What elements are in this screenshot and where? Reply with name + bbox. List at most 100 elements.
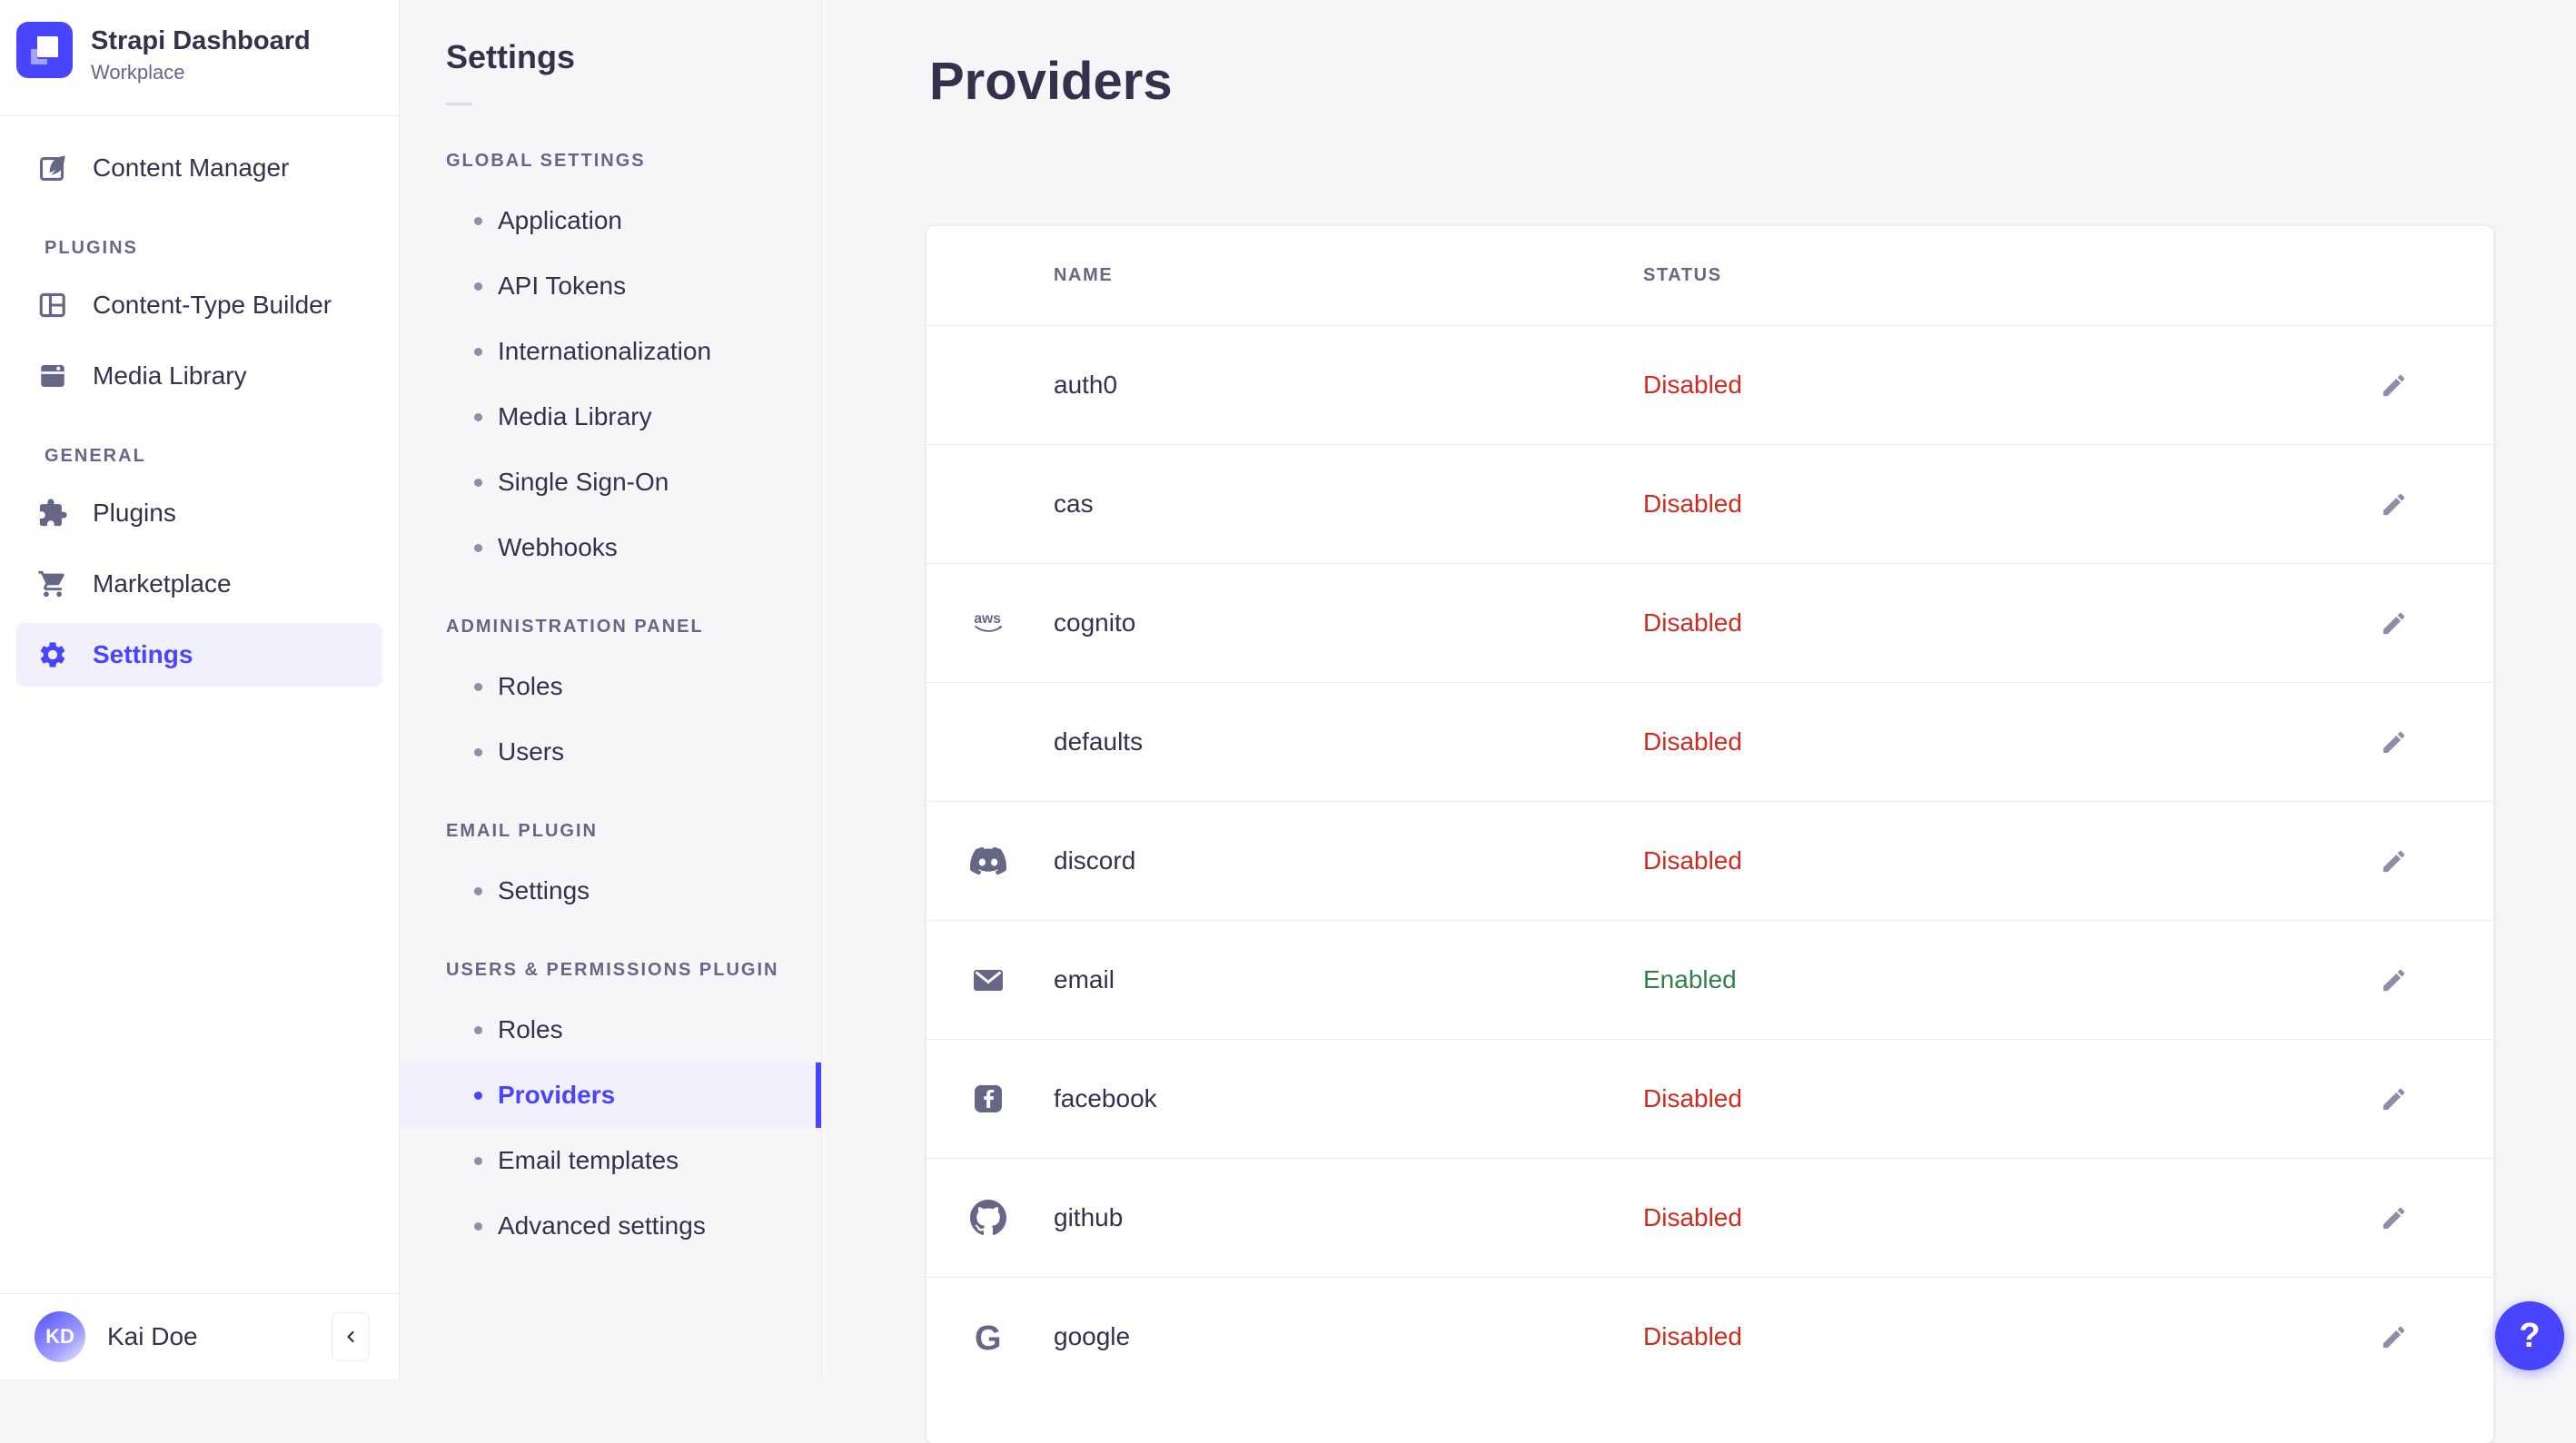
sidebar-item-settings[interactable]: Settings [16,623,382,687]
google-icon: G [970,1319,1006,1355]
subnav-section: EMAIL PLUGIN Settings [400,821,821,924]
pencil-icon [2380,371,2408,400]
provider-name: github [1054,1203,1643,1232]
sidebar-item-media-library[interactable]: Media Library [16,344,382,408]
subnav-item-label: Settings [498,876,590,905]
provider-edit-cell [2330,961,2457,1000]
provider-status: Disabled [1643,1322,2330,1351]
subnav-item-label: API Tokens [498,272,626,301]
edit-provider-button[interactable] [2374,842,2413,881]
subnav-item-label: Application [498,206,622,235]
pencil-icon [2380,966,2408,994]
subnav-item-label: Users [498,737,564,766]
subnav-item-advanced-settings[interactable]: Advanced settings [400,1193,821,1259]
subnav-item-roles[interactable]: Roles [400,997,821,1062]
subnav-title-divider [446,103,472,105]
edit-provider-button[interactable] [2374,366,2413,405]
sidebar-section-header: PLUGINS [45,238,399,259]
email-icon [970,962,1006,998]
edit-provider-button[interactable] [2374,1080,2413,1119]
subnav-item-media-library[interactable]: Media Library [400,384,821,450]
user-name[interactable]: Kai Doe [107,1322,332,1351]
settings-icon [36,638,69,671]
bullet-icon [474,413,482,421]
subnav-item-providers[interactable]: Providers [400,1062,821,1128]
provider-edit-cell [2330,723,2457,762]
subnav-item-internationalization[interactable]: Internationalization [400,319,821,384]
pencil-icon [2380,1085,2408,1113]
provider-edit-cell [2330,366,2457,405]
bullet-icon [474,544,482,552]
svg-text:G: G [975,1319,1002,1355]
workspace-brand: Strapi Dashboard Workplace [0,0,399,115]
user-avatar[interactable]: KD [35,1311,85,1362]
column-header-name: NAME [1054,265,1643,286]
bullet-icon [474,282,482,291]
sidebar-item-label: Content-Type Builder [93,291,332,320]
provider-status: Disabled [1643,371,2330,400]
subnav-item-label: Internationalization [498,337,711,366]
sidebar-item-content-type-builder[interactable]: Content-Type Builder [16,273,382,337]
edit-provider-button[interactable] [2374,1199,2413,1238]
provider-edit-cell [2330,1080,2457,1119]
pencil-icon [2380,1323,2408,1351]
discord-icon [970,843,1006,879]
main-sidebar: Strapi Dashboard Workplace Content Manag… [0,0,400,1379]
provider-status: Disabled [1643,1084,2330,1113]
pencil-icon [2380,490,2408,519]
subnav-item-api-tokens[interactable]: API Tokens [400,253,821,319]
subnav-section-header: EMAIL PLUGIN [446,821,821,842]
bullet-icon [474,1092,482,1100]
sidebar-collapse-button[interactable] [332,1312,370,1361]
pencil-icon [2380,609,2408,637]
provider-name: cas [1054,489,1643,519]
sidebar-item-label: Marketplace [93,569,232,598]
subnav-item-label: Providers [498,1081,615,1110]
subnav-item-webhooks[interactable]: Webhooks [400,515,821,580]
sidebar-item-plugins[interactable]: Plugins [16,481,382,545]
edit-provider-button[interactable] [2374,604,2413,643]
subnav-section-header: USERS & PERMISSIONS PLUGIN [446,960,821,981]
subnav-item-label: Email templates [498,1146,679,1175]
subnav-section: ADMINISTRATION PANEL Roles Users [400,617,821,785]
pencil-icon [2380,1204,2408,1232]
bullet-icon [474,217,482,225]
subnav-item-application[interactable]: Application [400,188,821,253]
edit-provider-button[interactable] [2374,485,2413,524]
provider-name: defaults [1054,727,1643,756]
subnav-item-label: Single Sign-On [498,468,669,497]
edit-provider-button[interactable] [2374,1318,2413,1357]
sidebar-item-marketplace[interactable]: Marketplace [16,552,382,616]
subnav-item-users[interactable]: Users [400,719,821,785]
help-button[interactable]: ? [2495,1301,2564,1370]
subnav-item-label: Advanced settings [498,1211,706,1240]
edit-provider-button[interactable] [2374,723,2413,762]
subnav-item-email-templates[interactable]: Email templates [400,1128,821,1193]
subnav-item-label: Webhooks [498,533,618,562]
sidebar-nav: Content Manager PLUGINS Content-Type Buil… [0,116,399,1293]
sidebar-item-content-manager[interactable]: Content Manager [16,136,382,200]
column-header-status: STATUS [1643,265,2493,286]
provider-status: Disabled [1643,846,2330,875]
workspace-title: Strapi Dashboard [91,25,311,57]
subnav-section-header: ADMINISTRATION PANEL [446,617,821,637]
provider-status: Disabled [1643,727,2330,756]
subnav-item-single-sign-on[interactable]: Single Sign-On [400,450,821,515]
provider-status: Disabled [1643,489,2330,519]
subnav-item-settings[interactable]: Settings [400,858,821,924]
bullet-icon [474,479,482,487]
edit-provider-button[interactable] [2374,961,2413,1000]
subnav-section: USERS & PERMISSIONS PLUGIN Roles Providers… [400,960,821,1259]
subnav-item-roles[interactable]: Roles [400,654,821,719]
